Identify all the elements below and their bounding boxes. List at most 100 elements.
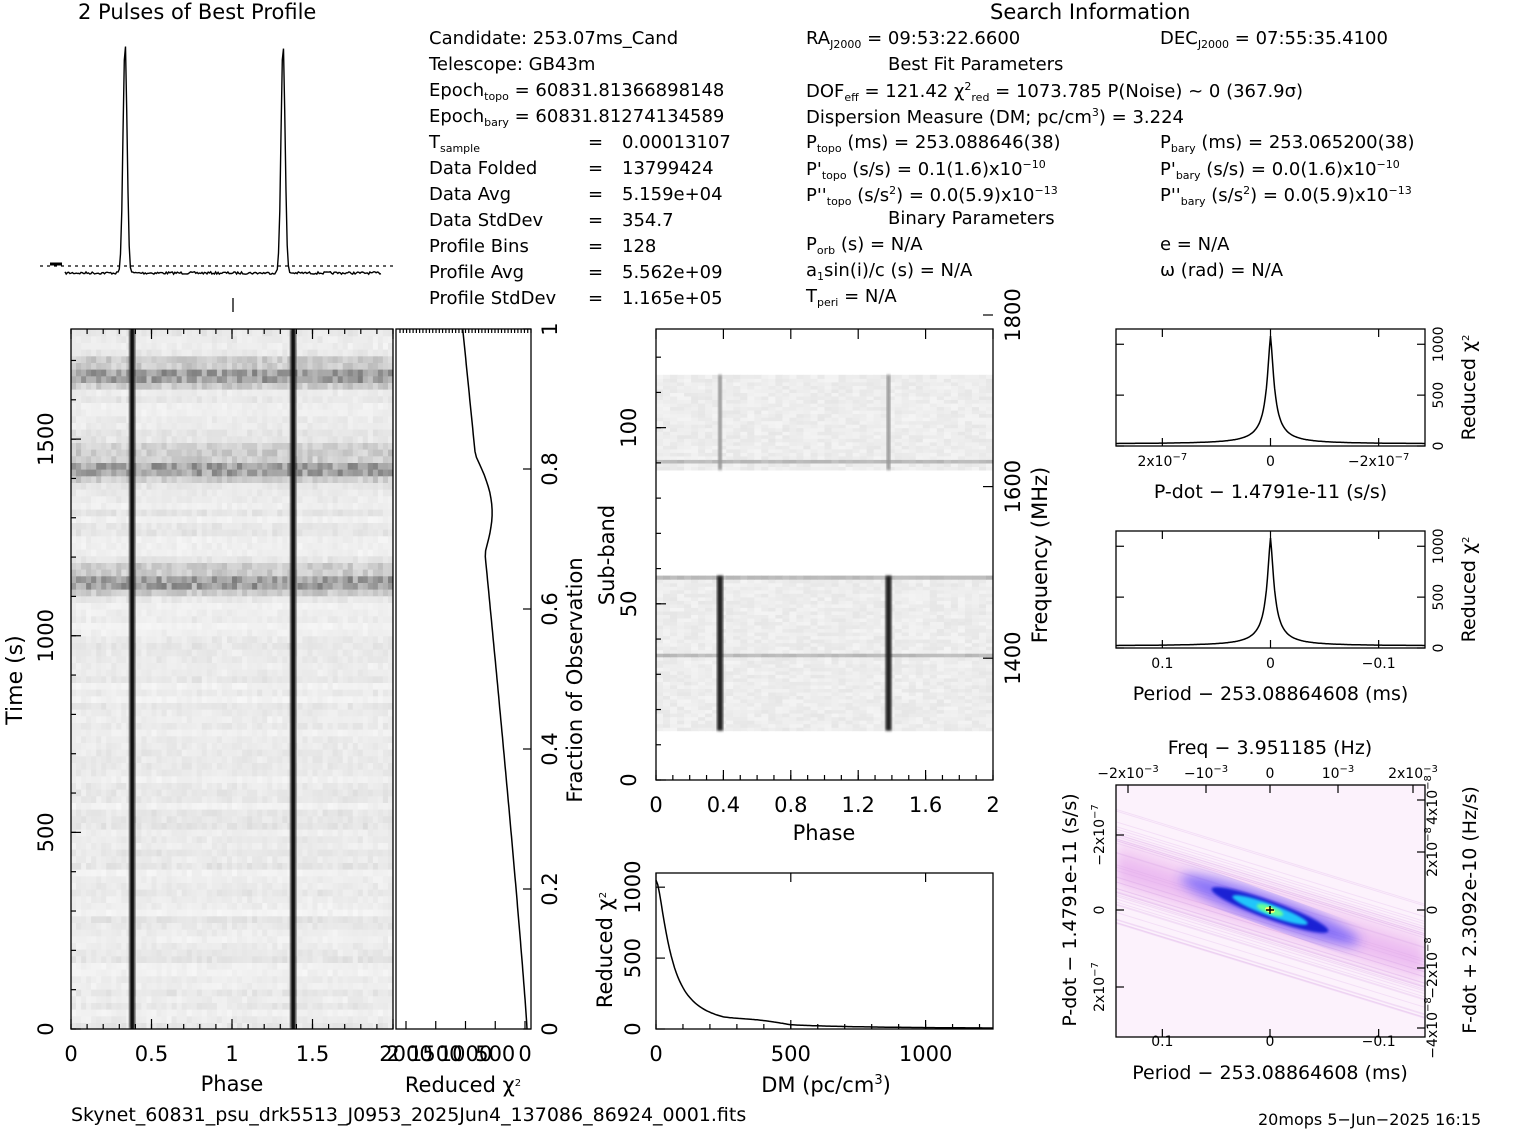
heatmap-cell: [96, 762, 102, 770]
heatmap-cell: [262, 529, 268, 537]
heatmap-cell: [372, 929, 379, 937]
heatmap-cell: [96, 869, 102, 877]
heatmap-cell: [252, 702, 258, 710]
heatmap-cell: [141, 955, 147, 963]
heatmap-cell: [106, 855, 112, 863]
heatmap-cell: [307, 815, 314, 823]
heatmap-cell: [146, 762, 153, 770]
heatmap-cell: [121, 915, 127, 923]
heatmap-cell: [242, 635, 248, 643]
heatmap-cell: [312, 822, 319, 830]
heatmap-cell: [121, 555, 127, 563]
heatmap-cell: [347, 649, 354, 657]
heatmap-cell: [201, 1002, 208, 1010]
heatmap-cell: [186, 555, 193, 563]
heatmap-cell: [302, 889, 308, 897]
heatmap-cell: [352, 595, 359, 603]
heatmap-cell: [186, 855, 193, 863]
heatmap-cell: [232, 522, 238, 530]
heatmap-cell: [126, 982, 132, 990]
heatmap-cell: [126, 949, 132, 957]
heatmap-cell: [307, 809, 314, 817]
heatmap-cell: [161, 969, 168, 977]
heatmap-cell: [126, 1022, 132, 1029]
heatmap-cell: [262, 555, 268, 563]
heatmap-cell: [322, 609, 329, 617]
heatmap-cell: [227, 735, 233, 743]
heatmap-cell: [317, 715, 324, 723]
heatmap-cell: [287, 995, 293, 1003]
heatmap-cell: [287, 735, 293, 743]
heatmap-cell: [388, 922, 393, 930]
heatmap-cell: [362, 802, 369, 810]
heatmap-cell: [126, 1015, 132, 1023]
info-left-value: 0.00013107: [622, 132, 731, 153]
heatmap-cell: [352, 915, 359, 923]
heatmap-cell: [367, 695, 374, 703]
heatmap-cell: [377, 869, 384, 877]
heatmap-cell: [362, 789, 369, 797]
heatmap-cell: [388, 1009, 393, 1017]
heatmap-cell: [362, 562, 369, 570]
heatmap-cell: [206, 649, 213, 657]
heatmap-cell: [267, 715, 273, 723]
heatmap-cell: [317, 855, 324, 863]
heatmap-cell: [81, 615, 87, 623]
heatmap-cell: [388, 535, 393, 543]
heatmap-cell: [227, 675, 233, 683]
heatmap-cell: [116, 695, 122, 703]
heatmap-cell: [171, 735, 178, 743]
heatmap-cell: [307, 882, 314, 890]
heatmap-cell: [156, 1002, 163, 1010]
heatmap-cell: [327, 602, 334, 610]
heatmap-cell: [186, 589, 193, 597]
heatmap-cell: [342, 1009, 349, 1017]
heatmap-cell: [357, 975, 364, 983]
heatmap-cell: [257, 635, 263, 643]
heatmap-cell: [196, 669, 203, 677]
heatmap-cell: [121, 775, 127, 783]
heatmap-cell: [282, 769, 288, 777]
heatmap-cell: [297, 762, 303, 770]
heatmap-cell: [312, 955, 319, 963]
heatmap-cell: [337, 782, 344, 790]
heatmap-cell: [322, 969, 329, 977]
heatmap-cell: [332, 602, 339, 610]
heatmap-cell: [196, 749, 203, 757]
heatmap-cell: [206, 815, 213, 823]
heatmap-cell: [121, 835, 127, 843]
heatmap-cell: [201, 682, 208, 690]
heatmap-cell: [216, 529, 223, 537]
heatmap-cell: [242, 755, 248, 763]
heatmap-cell: [282, 595, 288, 603]
heatmap-cell: [91, 655, 97, 663]
heatmap-cell: [302, 549, 308, 557]
heatmap-cell: [388, 555, 393, 563]
heatmap-cell: [161, 802, 168, 810]
heatmap-cell: [216, 922, 223, 930]
heatmap-cell: [86, 515, 92, 523]
heatmap-cell: [191, 949, 198, 957]
heatmap-cell: [91, 529, 97, 537]
heatmap-cell: [216, 575, 223, 583]
heatmap-cell: [272, 935, 278, 943]
heatmap-cell: [101, 902, 107, 910]
heatmap-cell: [181, 869, 188, 877]
heatmap-cell: [71, 675, 77, 683]
heatmap-cell: [141, 702, 147, 710]
heatmap-cell: [257, 815, 263, 823]
heatmap-cell: [171, 642, 178, 650]
heatmap-cell: [81, 655, 87, 663]
heatmap-cell: [146, 549, 153, 557]
heatmap-cell: [307, 729, 314, 737]
heatmap-cell: [156, 875, 163, 883]
heatmap-cell: [272, 589, 278, 597]
heatmap-cell: [322, 655, 329, 663]
heatmap-cell: [297, 935, 303, 943]
heatmap-cell: [272, 669, 278, 677]
heatmap-cell: [237, 549, 243, 557]
heatmap-cell: [252, 589, 258, 597]
heatmap-cell: [322, 549, 329, 557]
heatmap-cell: [317, 515, 324, 523]
heatmap-cell: [347, 695, 354, 703]
